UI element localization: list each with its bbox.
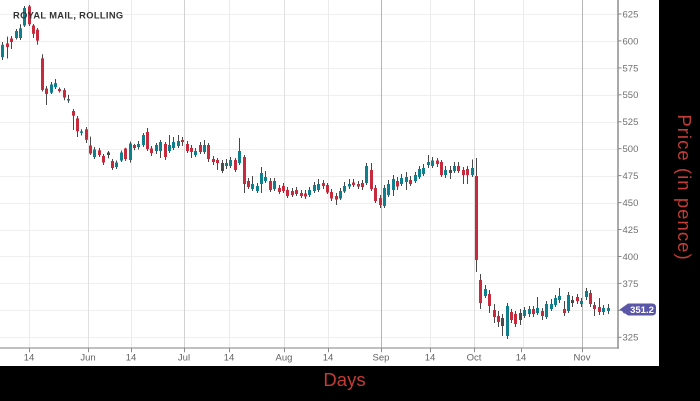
svg-text:625: 625 — [623, 9, 639, 20]
svg-text:Oct: Oct — [467, 353, 482, 364]
svg-text:525: 525 — [623, 117, 639, 128]
svg-text:Aug: Aug — [276, 353, 293, 364]
svg-text:550: 550 — [623, 90, 639, 101]
svg-text:450: 450 — [623, 198, 639, 209]
svg-text:375: 375 — [623, 279, 639, 290]
svg-text:Nov: Nov — [574, 353, 591, 364]
svg-text:Jul: Jul — [178, 353, 190, 364]
svg-text:Price (in pence): Price (in pence) — [674, 114, 695, 260]
svg-text:Days: Days — [323, 369, 365, 390]
svg-text:14: 14 — [516, 353, 527, 364]
svg-text:400: 400 — [623, 252, 639, 263]
svg-text:14: 14 — [24, 353, 35, 364]
svg-text:14: 14 — [224, 353, 235, 364]
svg-text:14: 14 — [126, 353, 137, 364]
svg-text:351.2: 351.2 — [630, 305, 654, 316]
svg-text:14: 14 — [323, 353, 334, 364]
svg-text:Sep: Sep — [373, 353, 390, 364]
svg-text:325: 325 — [623, 333, 639, 344]
svg-text:Jun: Jun — [80, 353, 95, 364]
svg-text:ROYAL MAIL, ROLLING: ROYAL MAIL, ROLLING — [13, 11, 123, 21]
svg-text:14: 14 — [425, 353, 436, 364]
svg-text:575: 575 — [623, 63, 639, 74]
svg-text:425: 425 — [623, 225, 639, 236]
svg-text:500: 500 — [623, 144, 639, 155]
svg-text:600: 600 — [623, 36, 639, 47]
svg-text:475: 475 — [623, 171, 639, 182]
